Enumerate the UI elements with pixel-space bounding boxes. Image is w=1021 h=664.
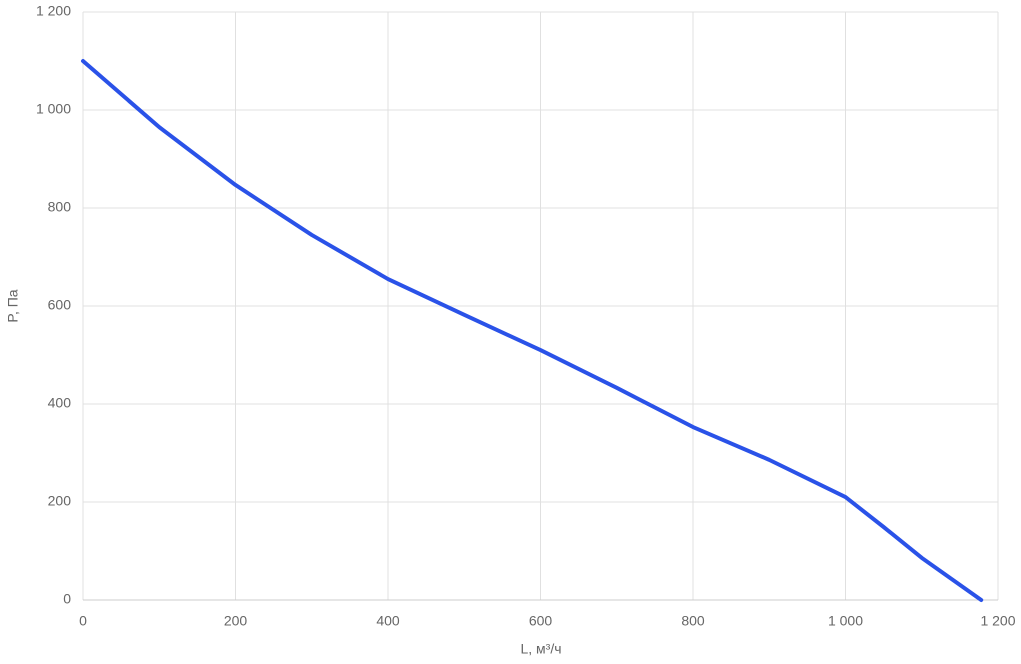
x-tick-label: 200 bbox=[224, 613, 248, 629]
y-axis-label: P, Па bbox=[5, 289, 21, 322]
x-tick-label: 400 bbox=[376, 613, 400, 629]
y-tick-label: 1 000 bbox=[36, 101, 71, 117]
y-tick-label: 600 bbox=[48, 297, 72, 313]
y-tick-label: 0 bbox=[63, 591, 71, 607]
x-axis-label: L, м³/ч bbox=[520, 641, 561, 657]
x-tick-label: 1 000 bbox=[828, 613, 863, 629]
y-tick-label: 1 200 bbox=[36, 3, 71, 19]
y-tick-label: 400 bbox=[48, 395, 72, 411]
x-tick-label: 0 bbox=[79, 613, 87, 629]
y-tick-label: 200 bbox=[48, 493, 72, 509]
line bbox=[81, 59, 984, 602]
x-tick-label: 600 bbox=[529, 613, 553, 629]
x-tick-label: 800 bbox=[681, 613, 705, 629]
y-tick-label: 800 bbox=[48, 199, 72, 215]
x-tick-label: 1 200 bbox=[980, 613, 1015, 629]
